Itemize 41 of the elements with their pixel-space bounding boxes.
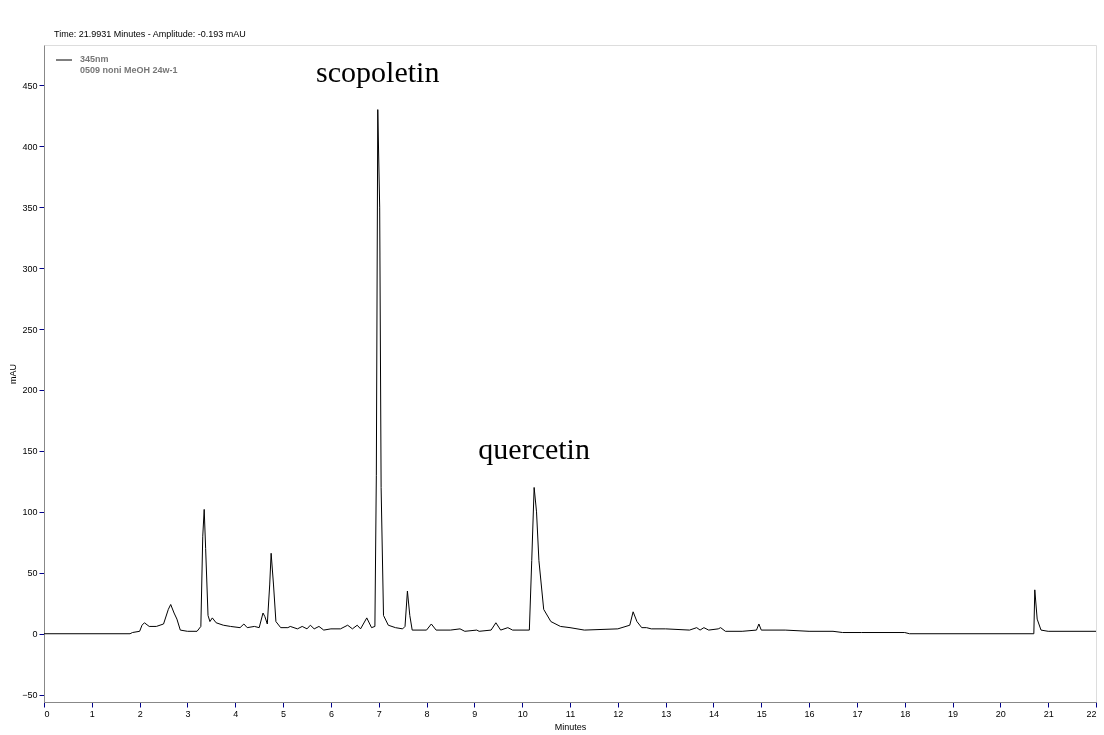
x-tick-label: 14 — [708, 708, 719, 719]
x-tick-label: 10 — [517, 708, 528, 719]
x-tick-label: 4 — [233, 708, 239, 719]
x-tick-label: 11 — [565, 708, 576, 719]
y-tick-label: 50 — [27, 568, 38, 579]
x-tick-label: 12 — [613, 708, 624, 719]
x-tick-label: 1 — [89, 708, 95, 719]
y-tick-label: 200 — [22, 385, 38, 396]
x-tick-label: 13 — [661, 708, 672, 719]
y-tick-label: −50 — [22, 690, 38, 701]
y-tick-label: 250 — [22, 324, 38, 335]
x-tick-label: 5 — [281, 708, 287, 719]
x-tick-label: 2 — [137, 708, 143, 719]
x-tick-label: 15 — [756, 708, 767, 719]
y-tick-label: 400 — [22, 141, 38, 152]
y-tick-label: 350 — [22, 202, 38, 213]
annotation: quercetin — [478, 432, 590, 466]
x-axis-title: Minutes — [554, 721, 587, 732]
text: Time: 21.9931 Minutes - Amplitude: -0.193 mAU — [54, 29, 246, 39]
x-tick-label: 20 — [995, 708, 1006, 719]
y-tick-label: 100 — [22, 507, 38, 518]
x-tick-label: 0 — [44, 708, 50, 719]
x-tick-label: 21 — [1043, 708, 1054, 719]
x-tick-label: 16 — [804, 708, 815, 719]
y-tick-label: 150 — [22, 446, 38, 457]
y-tick-label: 0 — [32, 629, 38, 640]
x-tick-label: 6 — [328, 708, 334, 719]
line-series — [43, 109, 1097, 635]
y-tick-label: 450 — [22, 80, 38, 91]
y-tick-label: 300 — [22, 263, 38, 274]
legend-label: 345nm 0509 noni MeOH 24w-1 — [80, 54, 178, 75]
annotation: scopoletin — [316, 54, 440, 88]
x-tick-label: 18 — [900, 708, 911, 719]
x-tick-label: 9 — [472, 708, 478, 719]
x-tick-label: 7 — [376, 708, 382, 719]
x-tick-label: 3 — [185, 708, 191, 719]
x-tick-label: 8 — [424, 708, 430, 719]
x-tick-label: 19 — [948, 708, 959, 719]
y-axis-title: mAU — [8, 364, 19, 384]
x-tick-label: 22 — [1086, 708, 1097, 719]
x-tick-label: 17 — [852, 708, 863, 719]
